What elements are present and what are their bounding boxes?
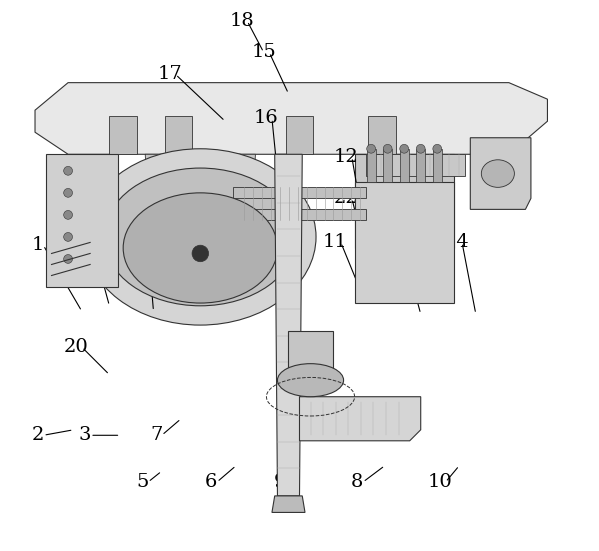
Polygon shape: [165, 116, 192, 154]
Polygon shape: [189, 154, 211, 209]
Circle shape: [63, 255, 72, 263]
Polygon shape: [368, 116, 396, 154]
Ellipse shape: [104, 168, 297, 306]
Circle shape: [63, 210, 72, 219]
Bar: [367, 149, 376, 182]
Text: 14: 14: [444, 234, 469, 251]
Bar: [383, 149, 392, 182]
Polygon shape: [145, 154, 167, 209]
Polygon shape: [35, 83, 547, 154]
Text: 12: 12: [334, 148, 359, 166]
Text: 15: 15: [252, 44, 276, 61]
Ellipse shape: [277, 364, 344, 397]
Circle shape: [400, 144, 409, 153]
Polygon shape: [272, 496, 305, 512]
Circle shape: [383, 144, 392, 153]
Circle shape: [63, 188, 72, 197]
Text: 7: 7: [150, 426, 162, 444]
Polygon shape: [234, 187, 365, 198]
Text: 3: 3: [78, 426, 91, 444]
Text: 18: 18: [229, 12, 254, 30]
Text: 9: 9: [274, 473, 286, 491]
Polygon shape: [234, 154, 255, 209]
Text: 21: 21: [185, 236, 210, 254]
Polygon shape: [300, 397, 420, 441]
Text: 2: 2: [32, 426, 44, 444]
Circle shape: [63, 233, 72, 241]
Text: 16: 16: [254, 110, 279, 127]
Polygon shape: [470, 138, 531, 209]
Ellipse shape: [84, 149, 316, 325]
Text: 13: 13: [383, 234, 409, 251]
Text: 10: 10: [428, 473, 452, 491]
Bar: [400, 149, 409, 182]
Ellipse shape: [123, 193, 277, 303]
Circle shape: [192, 245, 208, 262]
Ellipse shape: [482, 160, 515, 187]
Polygon shape: [234, 209, 365, 220]
Text: 5: 5: [137, 473, 149, 491]
Polygon shape: [365, 154, 465, 176]
Text: 19: 19: [75, 236, 100, 254]
Text: 20: 20: [64, 338, 89, 356]
Bar: [433, 149, 441, 182]
Text: 22: 22: [334, 190, 359, 207]
Polygon shape: [355, 182, 454, 303]
Text: 8: 8: [351, 473, 364, 491]
Text: 1: 1: [32, 236, 44, 254]
Polygon shape: [46, 154, 117, 287]
Polygon shape: [110, 116, 137, 154]
Polygon shape: [275, 154, 302, 496]
Polygon shape: [289, 331, 332, 369]
Bar: [416, 149, 425, 182]
Text: 17: 17: [158, 66, 182, 83]
Circle shape: [416, 144, 425, 153]
Text: 11: 11: [323, 234, 347, 251]
Polygon shape: [355, 154, 454, 248]
Polygon shape: [286, 116, 313, 154]
Text: 6: 6: [205, 473, 217, 491]
Circle shape: [63, 166, 72, 175]
Circle shape: [367, 144, 376, 153]
Text: 4: 4: [137, 236, 149, 254]
Circle shape: [433, 144, 441, 153]
